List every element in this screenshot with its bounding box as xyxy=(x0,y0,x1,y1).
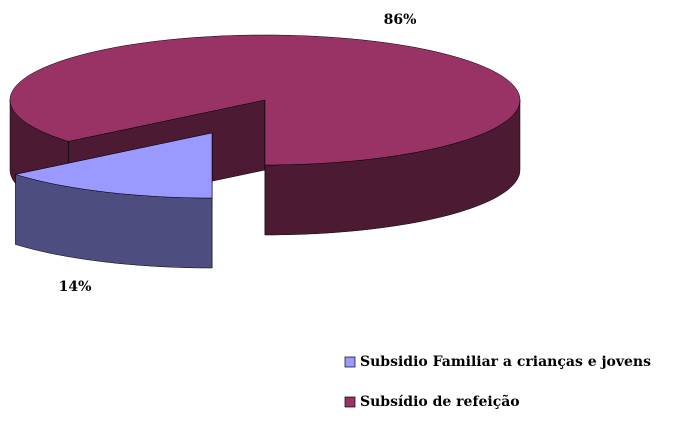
legend-label: Subsídio de refeição xyxy=(360,393,520,410)
data-label: 86% xyxy=(384,12,417,28)
slice-top xyxy=(9,34,521,166)
legend-label: Subsidio Familiar a crianças e jovens xyxy=(360,354,651,370)
pie-slice xyxy=(14,132,213,269)
legend-swatch xyxy=(344,356,356,368)
data-label: 14% xyxy=(59,279,92,295)
legend-swatch xyxy=(344,396,356,408)
slice-top xyxy=(15,132,213,199)
